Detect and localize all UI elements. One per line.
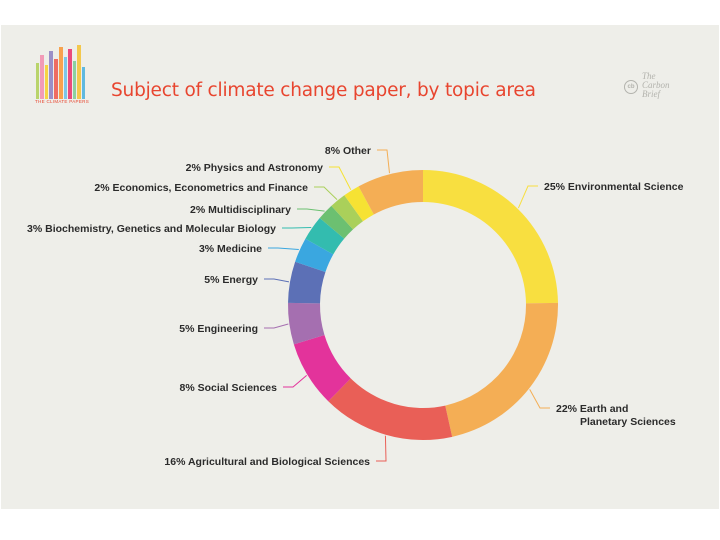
slice-label: 3% Biochemistry, Genetics and Molecular …	[27, 223, 276, 235]
brand-line: Brief	[642, 89, 660, 99]
slice-label: 8% Other	[325, 145, 371, 157]
leader-line	[264, 323, 289, 329]
donut-slice	[358, 170, 423, 215]
leader-line	[297, 208, 325, 212]
slice-label: 5% Engineering	[179, 323, 258, 335]
slice-label: 8% Social Sciences	[180, 382, 278, 394]
donut-slice	[344, 186, 374, 222]
leader-line	[283, 375, 307, 388]
donut-slice	[423, 170, 558, 304]
leader-line	[376, 435, 387, 462]
leader-line	[329, 166, 352, 190]
donut-slice	[331, 195, 363, 230]
leader-line	[377, 149, 391, 174]
donut-slice	[445, 302, 559, 437]
chart-title: Subject of climate change paper, by topi…	[111, 80, 536, 101]
slice-label: 25% Environmental Science	[544, 181, 684, 193]
chart-panel	[1, 25, 719, 509]
donut-slice	[305, 218, 345, 255]
donut-slice	[288, 261, 326, 304]
carbon-brief-logo-icon: cb	[624, 80, 638, 94]
leader-lines	[264, 149, 550, 462]
leader-line	[529, 389, 550, 409]
donut-slice	[288, 302, 325, 345]
logo-text: THE CLIMATE PAPERS	[35, 99, 89, 104]
carbon-brief-wordmark: The Carbon Brief	[642, 72, 670, 99]
leader-line	[314, 186, 338, 200]
slice-label: 2% Physics and Astronomy	[186, 162, 323, 174]
slice-labels: 25% Environmental Science 22% Earth and Pl…	[27, 145, 684, 468]
donut-slices	[288, 170, 559, 440]
donut-slice	[293, 334, 351, 402]
brand-line: The	[642, 71, 656, 81]
slice-label: 22% Earth and Planetary Sciences	[556, 403, 676, 428]
donut-slice	[295, 238, 334, 272]
leader-line	[517, 185, 538, 209]
brand-line: Carbon	[642, 80, 670, 90]
slice-label: 16% Agricultural and Biological Sciences	[164, 456, 370, 468]
donut-slice	[319, 205, 354, 239]
leader-line	[264, 278, 290, 283]
leader-line	[282, 226, 312, 229]
climate-papers-logo	[36, 45, 85, 99]
slice-label: 5% Energy	[204, 274, 258, 286]
leader-line	[268, 247, 299, 251]
donut-slice	[328, 378, 453, 440]
slice-label: 3% Medicine	[199, 243, 262, 255]
slice-label: 2% Economics, Econometrics and Finance	[94, 182, 308, 194]
slice-label: 2% Multidisciplinary	[190, 204, 291, 216]
